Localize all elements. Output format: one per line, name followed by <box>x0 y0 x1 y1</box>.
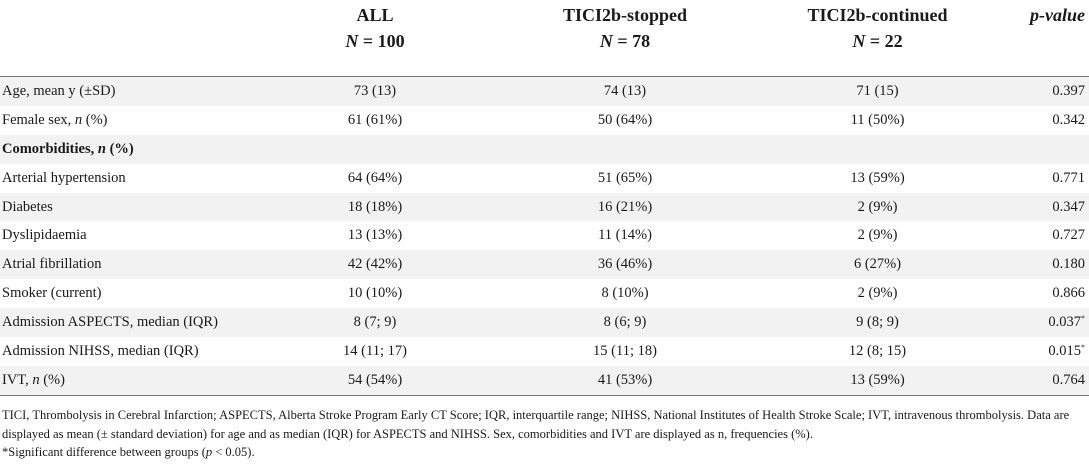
pvalue-header-text: p-value <box>1030 5 1085 25</box>
col-header-all-n: N = 100 <box>345 31 405 51</box>
table-row: IVT, n (%) 54 (54%) 41 (53%) 13 (59%) 0.764 <box>0 365 1089 396</box>
table-row: Arterial hypertension 64 (64%) 51 (65%) 13 … <box>0 164 1089 193</box>
cell-stopped: 51 (65%) <box>597 169 653 186</box>
cell-continued: 13 (59%) <box>750 365 1005 396</box>
cell-pvalue: 0.397 <box>1052 82 1085 99</box>
table-row: Diabetes 18 (18%) 16 (21%) 2 (9%) 0.347 <box>0 192 1089 222</box>
row-label: Diabetes <box>2 198 53 215</box>
significance-marker: * <box>1081 314 1085 324</box>
table-footnote: TICI, Thrombolysis in Cerebral Infarctio… <box>2 406 1087 462</box>
cell-all: 54 (54%) <box>250 365 500 396</box>
table-row: Dyslipidaemia 13 (13%) 11 (14%) 2 (9%) 0.727 <box>0 221 1089 250</box>
row-label: Female sex, n (%) <box>2 111 108 128</box>
row-label: Atrial fibrillation <box>2 256 102 273</box>
col-header-all: ALL <box>356 5 394 25</box>
cell-continued: 2 (9%) <box>857 285 898 302</box>
cell-continued <box>750 135 1005 164</box>
table-row: Age, mean y (±SD) 73 (13) 74 (13) 71 (15) 0.… <box>0 77 1089 106</box>
row-label: IVT, n (%) <box>0 365 250 396</box>
cell-all: 13 (13%) <box>347 227 403 244</box>
cell-all: 61 (61%) <box>347 111 403 128</box>
cell-all: 73 (13) <box>353 82 397 99</box>
cell-continued: 2 (9%) <box>857 227 898 244</box>
row-label: Admission NIHSS, median (IQR) <box>2 342 199 359</box>
cell-stopped: 11 (14%) <box>598 227 652 244</box>
cell-continued: 6 (27%) <box>853 256 902 273</box>
table-row: Smoker (current) 10 (10%) 8 (10%) 2 (9%) 0.8… <box>0 279 1089 308</box>
cell-stopped: 16 (21%) <box>597 198 653 215</box>
cell-continued: 2 (9%) <box>857 198 898 215</box>
cell-all: 8 (7; 9) <box>353 314 397 331</box>
data-table: ALL TICI2b-stopped TICI2b-continued p-va… <box>0 0 1089 396</box>
cell-continued: 11 (50%) <box>850 111 905 128</box>
table-row: Atrial fibrillation 42 (42%) 36 (46%) 6 (27… <box>0 250 1089 280</box>
cell-pvalue: 0.342 <box>1052 111 1085 128</box>
cell-pvalue: 0.764 <box>1005 365 1089 396</box>
cell-all: 14 (11; 17) <box>343 342 407 359</box>
cell-stopped: 50 (64%) <box>597 111 653 128</box>
header-rule <box>0 76 1089 77</box>
col-header-stopped: TICI2b-stopped <box>562 5 688 25</box>
cell-stopped: 8 (10%) <box>601 285 649 302</box>
cell-all: 10 (10%) <box>347 285 403 302</box>
col-header-stopped-n: N = 78 <box>599 31 651 51</box>
cell-continued: 9 (8; 9) <box>856 314 899 331</box>
row-label: Smoker (current) <box>2 285 102 302</box>
cell-stopped: 74 (13) <box>603 82 647 99</box>
row-label: Arterial hypertension <box>2 169 126 186</box>
cell-continued: 71 (15) <box>856 82 899 99</box>
footnote-significance: *Significant difference between groups (… <box>2 445 255 459</box>
cell-stopped: 41 (53%) <box>500 365 750 396</box>
table-row: Admission ASPECTS, median (IQR) 8 (7; 9) 8… <box>0 308 1089 338</box>
row-label: Age, mean y (±SD) <box>2 82 116 99</box>
cell-pvalue: 0.866 <box>1052 285 1085 302</box>
cell-pvalue: 0.347 <box>1052 198 1085 215</box>
cell-pvalue <box>1005 135 1089 164</box>
cell-pvalue: 0.037* <box>1048 314 1085 331</box>
cell-all: 64 (64%) <box>347 169 403 186</box>
significance-marker: * <box>1081 342 1085 352</box>
table-row: Admission NIHSS, median (IQR) 14 (11; 17)… <box>0 337 1089 366</box>
cell-continued: 13 (59%) <box>850 169 905 186</box>
cell-stopped: 15 (11; 18) <box>593 342 657 359</box>
col-header-continued-n: N = 22 <box>852 31 903 51</box>
row-label: Comorbidities, n (%) <box>2 140 134 157</box>
row-label: Admission ASPECTS, median (IQR) <box>2 314 218 331</box>
cell-pvalue: 0.727 <box>1052 227 1085 244</box>
cell-pvalue: 0.180 <box>1052 256 1085 273</box>
table-header: ALL TICI2b-stopped TICI2b-continued p-va… <box>0 0 1089 77</box>
col-header-continued: TICI2b-continued <box>807 5 948 25</box>
cell-stopped <box>500 135 750 164</box>
cell-all <box>250 135 500 164</box>
cell-pvalue: 0.015* <box>1048 342 1085 359</box>
col-header-pvalue: p-value <box>1005 0 1089 31</box>
cell-pvalue: 0.771 <box>1052 169 1085 186</box>
cell-continued: 12 (8; 15) <box>848 342 907 359</box>
table-body: Age, mean y (±SD) 73 (13) 74 (13) 71 (15) 0.… <box>0 77 1089 396</box>
cell-stopped: 36 (46%) <box>597 256 653 273</box>
table-group-row: Comorbidities, n (%) <box>0 134 1089 164</box>
footnote-abbreviations: TICI, Thrombolysis in Cerebral Infarctio… <box>2 408 1070 441</box>
cell-stopped: 8 (6; 9) <box>603 314 647 331</box>
cell-all: 42 (42%) <box>347 256 403 273</box>
table-row: Female sex, n (%) 61 (61%) 50 (64%) 11 (50%… <box>0 106 1089 135</box>
cell-all: 18 (18%) <box>347 198 403 215</box>
row-label: Dyslipidaemia <box>2 227 87 244</box>
